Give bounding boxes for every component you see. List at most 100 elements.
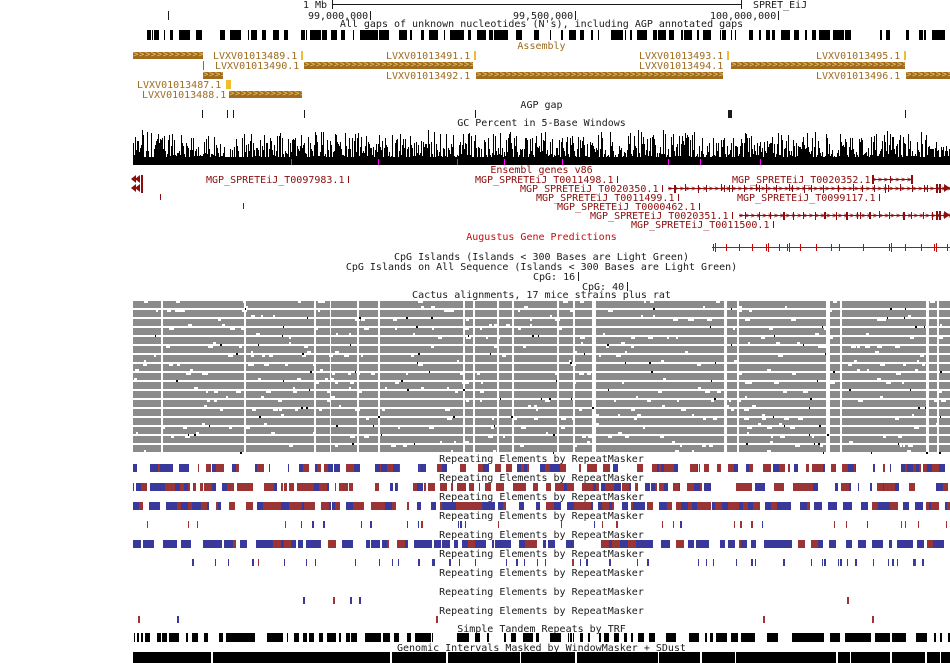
ruler-scale-bar-left-tick bbox=[332, 0, 333, 9]
ensembl-gene-label[interactable]: MGP_SPRETEiJ_T0020351.1 bbox=[590, 211, 729, 222]
ensembl-gene-label[interactable]: MGP_SPRETEiJ_T0011498.1 bbox=[475, 175, 614, 186]
cpg-island-item-label[interactable]: CpG: 16 bbox=[533, 272, 576, 283]
windowmasker-band-gap bbox=[700, 652, 702, 663]
ensembl-gene-label[interactable]: MGP_SPRETEiJ_T0097983.1 bbox=[206, 175, 345, 186]
augustus-gene-model[interactable] bbox=[712, 243, 950, 252]
cactus-alignment-row[interactable] bbox=[133, 364, 950, 371]
ensembl-gene-label[interactable]: MGP_SPRETEiJ_T0000462.1 bbox=[557, 202, 696, 213]
assembly-contig-bar[interactable]: >>>>>>>>>>>>>> bbox=[133, 52, 203, 59]
assembly-contig-bar[interactable]: >>>>>>>>>>>>>>>>>>>>>>>>>>>>>>>>>>>>>>>>… bbox=[476, 72, 723, 79]
ensembl-gene-clip-glyph[interactable] bbox=[131, 184, 144, 193]
agp-gap-tick[interactable] bbox=[304, 110, 305, 118]
ruler-coordinate-tick bbox=[370, 11, 371, 20]
cpg-island-item-tick[interactable] bbox=[627, 282, 628, 291]
assembly-contig-label[interactable]: LVXV01013491.1 bbox=[386, 51, 471, 62]
repeat-track-bars[interactable] bbox=[133, 502, 950, 510]
repeat-track-title: Repeating Elements by RepeatMasker bbox=[439, 511, 644, 522]
ensembl-gene-label[interactable]: MGP_SPRETEiJ_T0020352.1 bbox=[732, 175, 871, 186]
cactus-alignment-row[interactable] bbox=[133, 328, 950, 335]
cactus-alignment-row[interactable] bbox=[133, 337, 950, 344]
assembly-contig-label[interactable]: LVXV01013493.1 bbox=[639, 51, 724, 62]
cactus-alignment-row[interactable] bbox=[133, 310, 950, 317]
repeat-track-bars[interactable] bbox=[133, 540, 950, 548]
cactus-alignment-row[interactable] bbox=[133, 427, 950, 434]
ensembl-gene-label[interactable]: MGP_SPRETEiJ_T0011500.1 bbox=[631, 220, 770, 231]
cactus-alignment-row[interactable] bbox=[133, 301, 950, 308]
repeat-track-bars[interactable] bbox=[133, 597, 950, 605]
windowmasker-band-gap bbox=[390, 652, 392, 663]
cactus-alignment-row[interactable] bbox=[133, 355, 950, 362]
assembly-contig-bar[interactable]: >>>>>>>>>>>>>>>>>>>>>>>>>>>>>>>>>>> bbox=[731, 62, 905, 69]
agp-gap-tick[interactable] bbox=[227, 110, 228, 118]
assembly-contig-bar[interactable]: >>>>>>>>> bbox=[906, 72, 950, 79]
agp-gap-tick[interactable] bbox=[233, 110, 234, 118]
assembly-contig-label[interactable]: LVXV01013496.1 bbox=[816, 71, 901, 82]
ensembl-gene-model[interactable]: >>>>>>>>>>>>>>>>>>>>>>>>>>>>>>>>>>>>>>>>… bbox=[668, 184, 950, 193]
assembly-contig-bar[interactable]: >>>>>>>>>>>>>>>>>>>>>>>>>>>>>>>>>> bbox=[304, 62, 473, 69]
ruler-coordinate: 99,500,000 bbox=[513, 11, 574, 22]
ensembl-gene-tick[interactable] bbox=[160, 194, 161, 200]
assembly-contig-label[interactable]: LVXV01013489.1 bbox=[213, 51, 298, 62]
assembly-contig-label[interactable]: LVXV01013488.1 bbox=[142, 90, 227, 101]
ruler-coordinate-tick bbox=[778, 11, 779, 20]
repeat-track-title: Repeating Elements by RepeatMasker bbox=[439, 492, 644, 503]
windowmasker-band-gap bbox=[735, 652, 736, 663]
ruler-coordinate-tick bbox=[575, 11, 576, 20]
repeat-track-bars[interactable] bbox=[133, 616, 950, 624]
ruler-scale-bar bbox=[332, 4, 741, 5]
track-title-cactus: Cactus alignments, 17 mice strains plus … bbox=[412, 290, 671, 301]
cactus-alignment-row[interactable] bbox=[133, 436, 950, 443]
repeat-track-bars[interactable] bbox=[133, 559, 950, 567]
gaps-track-bars[interactable] bbox=[133, 30, 950, 40]
windowmasker-band[interactable] bbox=[133, 652, 950, 663]
assembly-contig-label[interactable]: LVXV01013492.1 bbox=[386, 71, 471, 82]
ensembl-gene-label[interactable]: MGP_SPRETEiJ_T0020350.1 bbox=[520, 184, 659, 195]
assembly-contig-bar[interactable] bbox=[226, 80, 231, 89]
ensembl-gene-model[interactable]: >>>>>>>>>>>>>>>>>>>>>>>>>>>>>>>>>>>>>>>>… bbox=[739, 211, 950, 220]
track-title-agp-gap: AGP gap bbox=[520, 100, 563, 111]
agp-gap-tick[interactable] bbox=[905, 110, 906, 118]
windowmasker-band-gap bbox=[575, 652, 577, 663]
repeat-track-title: Repeating Elements by RepeatMasker bbox=[439, 454, 644, 465]
assembly-contig-label[interactable]: LVXV01013487.1 bbox=[137, 80, 222, 91]
cactus-alignment-row[interactable] bbox=[133, 409, 950, 416]
repeat-track-bars[interactable] bbox=[133, 464, 950, 472]
cactus-alignment-overlay bbox=[133, 301, 950, 454]
ensembl-gene-label[interactable]: MGP_SPRETEiJ_T0099117.1 bbox=[737, 193, 876, 204]
cpg-island-item-label[interactable]: CpG: 40 bbox=[582, 282, 625, 293]
agp-gap-tick[interactable] bbox=[728, 110, 732, 118]
cpg-island-item-tick[interactable] bbox=[578, 272, 579, 281]
assembly-contig-tick bbox=[727, 51, 729, 60]
cactus-alignment-row[interactable] bbox=[133, 445, 950, 452]
assembly-contig-bar[interactable]: >>>>>>>>>>>>>>> bbox=[229, 91, 302, 98]
repeat-track-bars[interactable] bbox=[133, 521, 950, 529]
trf-track-bars[interactable] bbox=[133, 633, 950, 642]
track-title-gaps: All gaps of unknown nucleotides (N's), i… bbox=[339, 19, 744, 30]
cactus-alignment-row[interactable] bbox=[133, 418, 950, 425]
ensembl-gene-model[interactable]: >>>>>>>>> bbox=[872, 175, 913, 184]
genome-label: SPRET_EiJ bbox=[753, 0, 808, 11]
cactus-alignment-row[interactable] bbox=[133, 382, 950, 389]
cactus-alignment-row[interactable] bbox=[133, 373, 950, 380]
assembly-contig-label[interactable]: LVXV01013494.1 bbox=[639, 61, 724, 72]
assembly-contig-label[interactable]: LVXV01013495.1 bbox=[816, 51, 901, 62]
cactus-alignment-row[interactable] bbox=[133, 400, 950, 407]
ensembl-gene-label-tick bbox=[773, 221, 774, 228]
cactus-alignment-row[interactable] bbox=[133, 346, 950, 353]
ensembl-gene-tick[interactable] bbox=[243, 203, 244, 209]
assembly-contig-bar[interactable]: >>>> bbox=[203, 72, 223, 79]
ruler-coordinate: 99,000,000 bbox=[308, 11, 369, 22]
gc-percent-histogram[interactable] bbox=[133, 128, 950, 165]
cactus-alignment-row[interactable] bbox=[133, 319, 950, 326]
repeat-track-bars[interactable] bbox=[133, 483, 950, 491]
assembly-contig-label[interactable]: LVXV01013490.1 bbox=[215, 61, 300, 72]
track-title-gc-percent: GC Percent in 5-Base Windows bbox=[457, 118, 626, 129]
agp-gap-tick[interactable] bbox=[475, 110, 476, 118]
agp-gap-tick[interactable] bbox=[202, 110, 203, 118]
assembly-contig-tick bbox=[904, 51, 906, 60]
cactus-alignment-row[interactable] bbox=[133, 391, 950, 398]
ensembl-gene-clip-glyph[interactable] bbox=[131, 175, 144, 184]
ensembl-gene-label[interactable]: MGP_SPRETEiJ_T0011499.1 bbox=[536, 193, 675, 204]
ensembl-gene-label-tick bbox=[617, 176, 618, 183]
